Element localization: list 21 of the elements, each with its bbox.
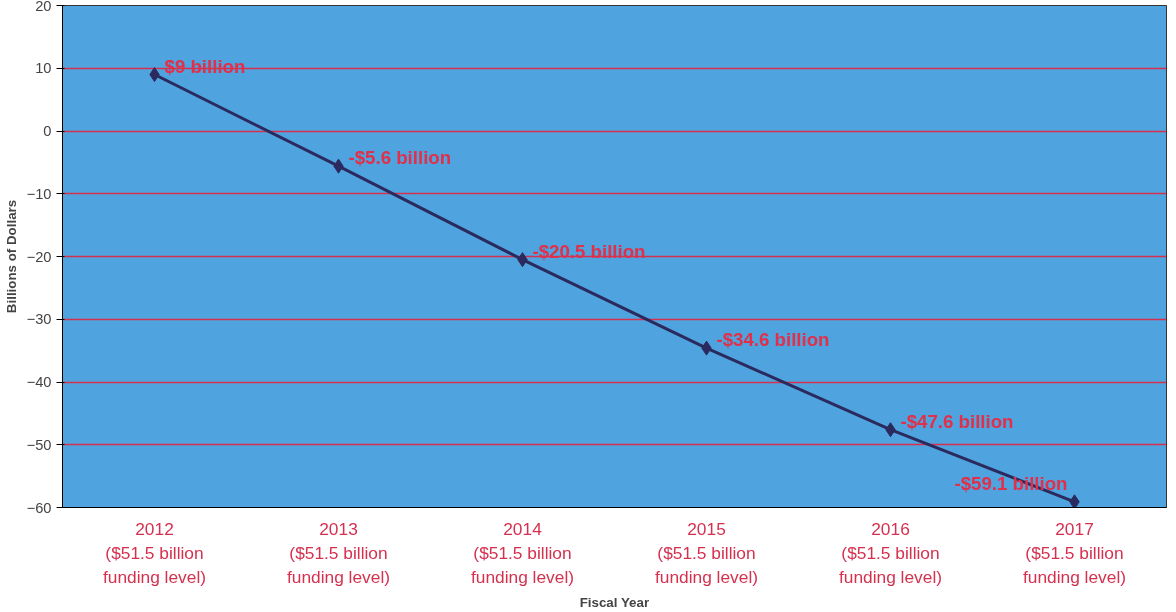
y-tick-label: −50 — [26, 436, 52, 453]
data-label: -$34.6 billion — [716, 329, 830, 351]
y-tick-label: 20 — [35, 0, 52, 14]
y-tick-label: 0 — [43, 123, 52, 139]
point — [1069, 494, 1080, 508]
data-label: -$5.6 billion — [348, 147, 452, 169]
x-tick-label: 2012 ($51.5 billion funding level) — [102, 518, 207, 587]
y-tick-label: −30 — [26, 311, 52, 328]
x-tick-label: 2016 ($51.5 billion funding level) — [838, 518, 943, 587]
y-tick-label: −10 — [26, 185, 52, 202]
y-tick-label: −40 — [26, 374, 52, 390]
x-tick-label: 2017 ($51.5 billion funding level) — [1022, 518, 1127, 587]
y-tick-label: −20 — [26, 248, 52, 265]
x-tick-label: 2015 ($51.5 billion funding level) — [654, 518, 759, 587]
x-axis-title: Fiscal Year — [579, 594, 650, 610]
x-tick-label: 2013 ($51.5 billion funding level) — [286, 518, 391, 587]
y-tick-label: −60 — [26, 499, 52, 516]
y-tick-label: 10 — [35, 60, 52, 77]
x-tick-label: 2014 ($51.5 billion funding level) — [470, 518, 575, 587]
data-label: -$47.6 billion — [900, 410, 1014, 432]
y-axis-title: Billions of Dollars — [3, 199, 19, 314]
